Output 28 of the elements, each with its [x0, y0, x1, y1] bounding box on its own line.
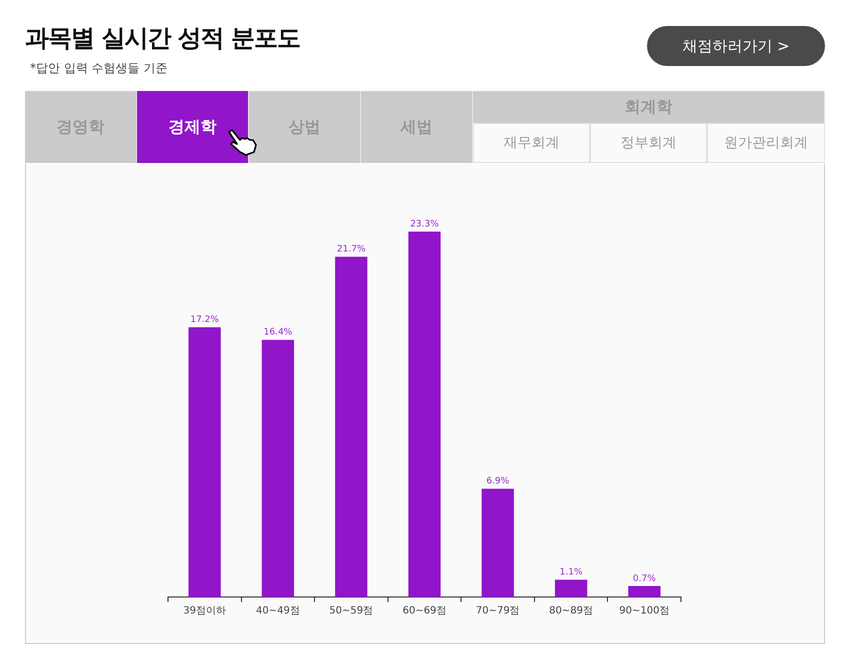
text: 재무회계 [473, 123, 590, 163]
data-label: 16.4% [264, 328, 293, 338]
data-label: 0.7% [632, 574, 656, 584]
bar [554, 580, 588, 597]
x-tick-label: 40~49점 [256, 606, 300, 617]
bar [335, 256, 368, 597]
bar [628, 586, 660, 597]
text: 원가관리회계 [707, 123, 825, 163]
data-label: 23.3% [410, 220, 440, 230]
x-tick-label: 60~69점 [402, 606, 446, 617]
bar [482, 488, 514, 597]
x-tick-label: 39점이하 [183, 606, 226, 617]
data-label: 6.9% [486, 476, 510, 487]
text: 채점하러가기 > [647, 26, 825, 66]
bar [188, 327, 221, 597]
chart-title: 과목별 실시간 성적 분포도 [25, 23, 300, 54]
data-label: 21.7% [336, 244, 366, 255]
text: 정부회계 [590, 123, 707, 163]
bar [408, 232, 441, 597]
x-tick-label: 90~100점 [619, 606, 670, 617]
bar [262, 340, 294, 597]
x-tick-label: 50~59점 [329, 606, 374, 617]
chart-subtitle: *답안 입력 수험생들 기준 [30, 60, 168, 77]
text: 경제학 [137, 91, 249, 163]
data-label: 17.2% [190, 315, 220, 326]
x-tick-label: 80~89점 [549, 606, 593, 617]
data-label: 1.1% [560, 568, 583, 578]
x-tick-label: 70~79점 [476, 606, 520, 617]
